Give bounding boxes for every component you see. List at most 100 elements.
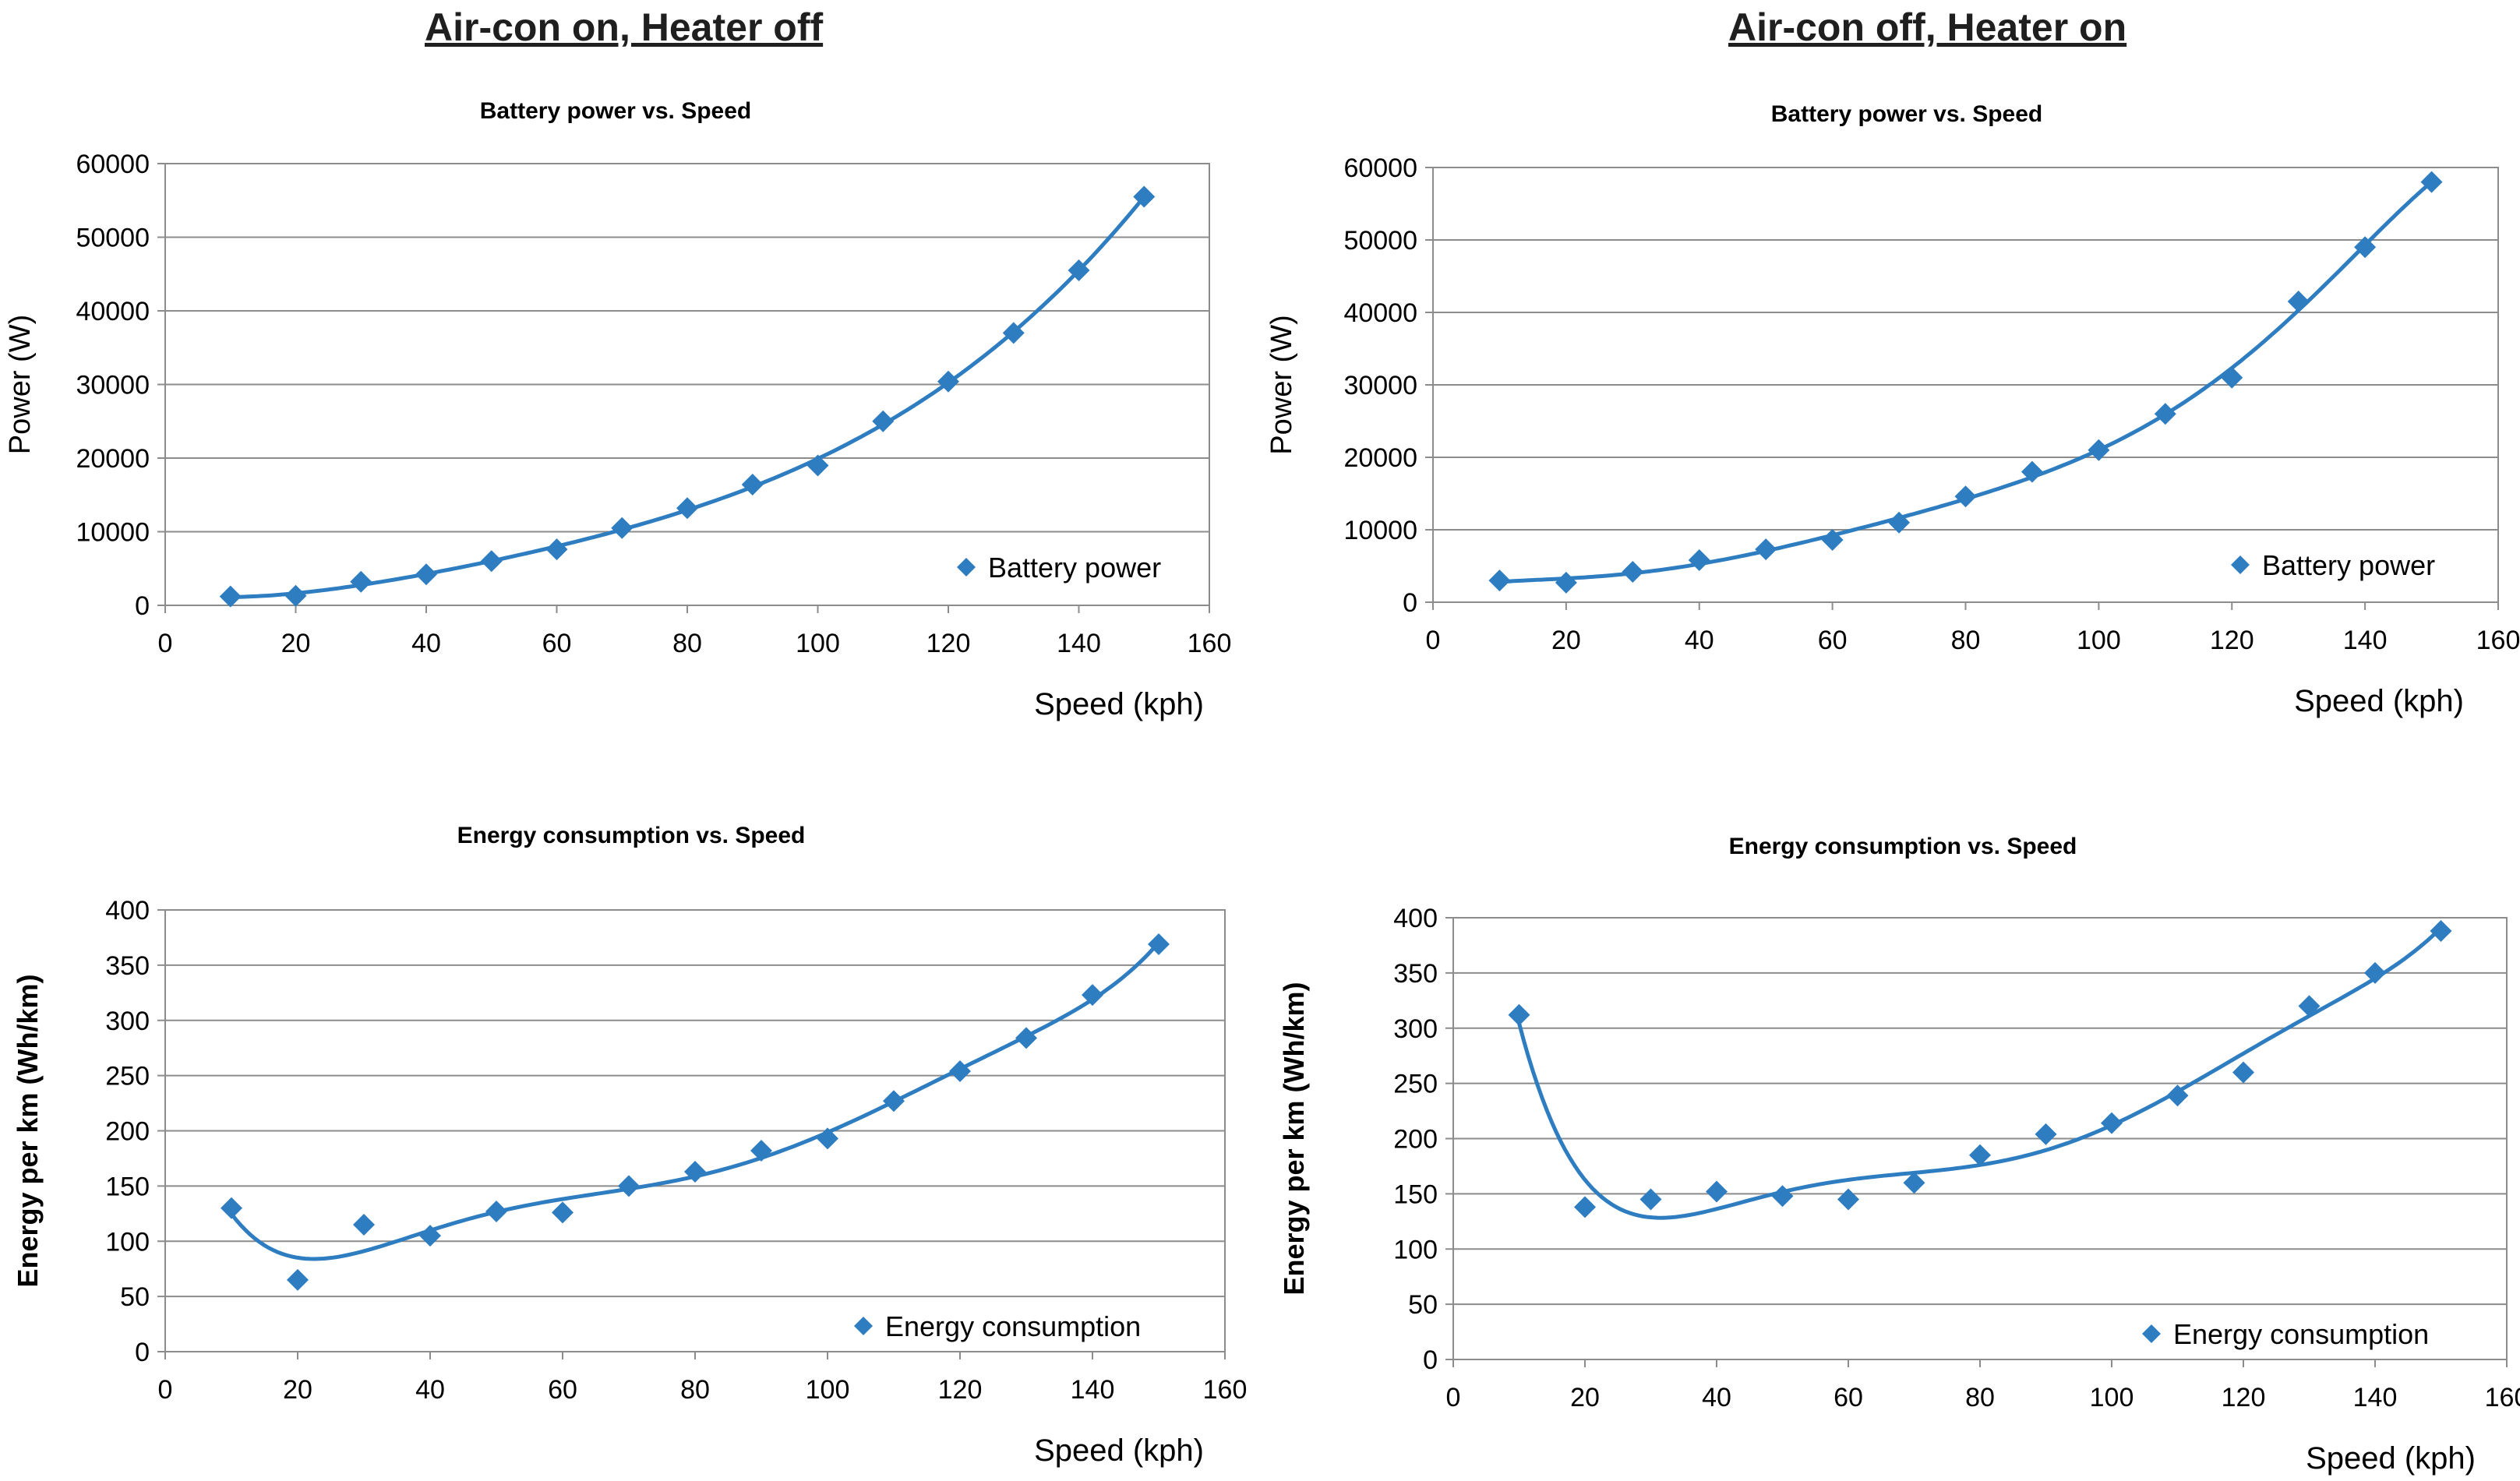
data-point [684, 1160, 706, 1183]
y-tick-label: 0 [1403, 588, 1417, 618]
y-tick-label: 0 [135, 591, 150, 621]
y-tick-label: 100 [105, 1227, 150, 1257]
data-point [1068, 259, 1090, 282]
right-column-title: Air-con off, Heater on [1728, 5, 2127, 49]
legend-marker [854, 1317, 873, 1335]
x-tick-label: 40 [1685, 626, 1714, 655]
x-tick-label: 160 [1203, 1375, 1247, 1405]
data-point [806, 454, 829, 477]
chart-energy-consumption-heater: Energy consumption vs. Speed050100150200… [1278, 834, 2520, 1476]
y-tick-label: 50000 [76, 224, 150, 253]
y-axis-label: Power (W) [1265, 315, 1298, 454]
data-point [2232, 1061, 2254, 1084]
y-tick-label: 150 [105, 1172, 150, 1201]
chart-title: Battery power vs. Speed [480, 98, 751, 124]
y-tick-label: 20000 [76, 444, 150, 474]
x-tick-label: 100 [2090, 1383, 2134, 1412]
chart-energy-consumption-aircon: Energy consumption vs. Speed050100150200… [12, 823, 1247, 1468]
data-point [1488, 569, 1511, 592]
x-tick-label: 160 [2485, 1383, 2520, 1412]
x-axis-label: Speed (kph) [1034, 687, 1204, 721]
data-point [2364, 961, 2386, 984]
data-point [485, 1200, 507, 1222]
data-point [1888, 511, 1911, 534]
trendline [230, 196, 1146, 599]
y-tick-label: 150 [1393, 1180, 1438, 1209]
x-tick-label: 80 [1951, 626, 1981, 655]
data-point [1508, 1003, 1530, 1026]
y-tick-label: 20000 [1343, 443, 1417, 473]
x-tick-label: 120 [926, 629, 971, 658]
y-tick-label: 60000 [76, 150, 150, 179]
data-point [2154, 403, 2176, 425]
y-tick-label: 400 [105, 896, 150, 926]
data-point [1706, 1180, 1728, 1203]
x-tick-label: 20 [1551, 626, 1581, 655]
x-tick-label: 100 [806, 1375, 850, 1405]
y-tick-label: 0 [135, 1338, 150, 1367]
data-point [949, 1060, 971, 1082]
x-tick-label: 80 [1965, 1383, 1995, 1412]
y-tick-label: 350 [105, 951, 150, 981]
data-point [1555, 571, 1577, 594]
data-point [1954, 485, 1977, 508]
y-tick-label: 30000 [1343, 371, 1417, 400]
data-point [1622, 560, 1644, 583]
y-tick-label: 50000 [1343, 226, 1417, 256]
y-tick-label: 200 [105, 1117, 150, 1147]
legend-label: Energy consumption [2173, 1318, 2429, 1350]
x-tick-label: 20 [281, 629, 311, 658]
data-point [415, 563, 437, 586]
y-axis-label: Energy per km (Wh/km) [1278, 982, 1310, 1295]
x-tick-label: 140 [2343, 626, 2388, 655]
x-tick-label: 0 [158, 629, 173, 658]
y-axis-label: Power (W) [4, 315, 37, 454]
chart-title: Energy consumption vs. Speed [457, 823, 806, 848]
data-point [1015, 1027, 1037, 1049]
data-point [883, 1090, 905, 1113]
data-point [2298, 995, 2321, 1017]
x-tick-label: 120 [2210, 626, 2254, 655]
y-tick-label: 10000 [1343, 516, 1417, 545]
x-tick-label: 60 [1834, 1383, 1863, 1412]
x-axis-label: Speed (kph) [2306, 1441, 2476, 1476]
x-tick-label: 0 [158, 1375, 173, 1405]
x-tick-label: 160 [1188, 629, 1232, 658]
data-point [284, 584, 307, 607]
data-point [350, 570, 372, 593]
y-tick-label: 100 [1393, 1235, 1438, 1264]
x-tick-label: 140 [1071, 1375, 1115, 1405]
data-point [2166, 1084, 2189, 1107]
x-axis-label: Speed (kph) [1034, 1433, 1204, 1468]
data-point [2021, 460, 2043, 483]
data-point [1688, 549, 1710, 572]
data-point [287, 1268, 309, 1291]
data-point [2101, 1112, 2123, 1134]
x-axis-label: Speed (kph) [2294, 684, 2464, 718]
x-tick-label: 120 [938, 1375, 983, 1405]
data-point [1903, 1172, 1925, 1194]
legend-marker [2231, 555, 2250, 574]
chart-title: Battery power vs. Speed [1771, 101, 2042, 127]
data-point [353, 1213, 375, 1236]
trendline [1499, 180, 2434, 584]
y-tick-label: 40000 [1343, 298, 1417, 328]
y-tick-label: 10000 [76, 518, 150, 548]
y-tick-label: 0 [1423, 1345, 1438, 1375]
x-tick-label: 60 [1818, 626, 1848, 655]
data-point [1821, 529, 1844, 552]
data-point [2420, 171, 2443, 193]
x-tick-label: 40 [1702, 1383, 1731, 1412]
x-tick-label: 120 [2222, 1383, 2266, 1412]
data-point [2088, 439, 2110, 461]
data-point [872, 410, 895, 432]
data-point [545, 538, 568, 561]
data-point [2430, 920, 2452, 943]
x-tick-label: 20 [1570, 1383, 1600, 1412]
x-tick-label: 100 [796, 629, 840, 658]
x-tick-label: 60 [548, 1375, 577, 1405]
data-point [750, 1140, 772, 1162]
x-tick-label: 40 [415, 1375, 445, 1405]
left-column-title: Air-con on, Heater off [425, 5, 824, 49]
data-point [1755, 538, 1777, 561]
